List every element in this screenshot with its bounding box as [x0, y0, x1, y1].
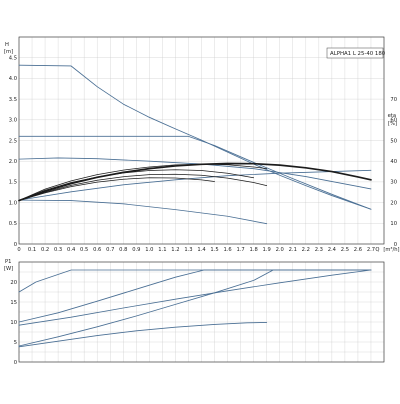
power-curve	[18, 269, 372, 323]
y-tick-label: 0	[14, 242, 17, 248]
y-tick-label: 3.5	[9, 97, 17, 103]
x-tick-label: 2.0	[276, 247, 284, 253]
y-tick-label: 1.0	[9, 200, 17, 206]
x-tick-label: 1.3	[184, 247, 192, 253]
y2-tick-label: 30	[390, 180, 397, 186]
eta-curve	[18, 173, 268, 201]
y2-tick-label: 20	[390, 200, 397, 206]
x-tick-label: 2.4	[328, 247, 337, 253]
x-tick-label: 1.9	[263, 247, 271, 253]
x-tick-label: 1.5	[210, 247, 218, 253]
y2-axis-unit: [%]	[388, 121, 397, 127]
y-tick-label: 3.0	[9, 118, 17, 124]
y-tick-label: 2.0	[9, 159, 17, 165]
y2-tick-label: 60	[390, 118, 397, 124]
power-y-tick-label: 15	[10, 300, 17, 306]
x-tick-label: 2.3	[315, 247, 323, 253]
head-curve	[18, 157, 372, 190]
y2-tick-label: 40	[390, 159, 397, 165]
power-curve	[18, 321, 268, 348]
power-panel: 0 5 10 15 20 P1[W]	[4, 259, 385, 366]
x-tick-label: 0	[17, 247, 20, 253]
x-tick-label: 1.4	[197, 247, 206, 253]
power-curve	[18, 269, 372, 293]
x-tick-label: 2.1	[289, 247, 297, 253]
head-efficiency-panel: 0 0.1 0.2 0.3 0.4 0.5 0.6 0.7 0.8 0.9 1.0 1.1 1.2 1.3…	[4, 36, 400, 253]
x-tick-label: 0.5	[80, 247, 88, 253]
x-tick-label: 2.5	[341, 247, 349, 253]
power-y-tick-label: 0	[14, 360, 17, 366]
x-tick-label: 1.0	[145, 247, 153, 253]
head-curve	[18, 135, 372, 210]
x-tick-label: 0.7	[106, 247, 114, 253]
x-tick-label: 0.3	[54, 247, 62, 253]
x-tick-label: 1.2	[171, 247, 179, 253]
x-tick-label: 1.6	[223, 247, 231, 253]
y-axis-unit: [m]	[4, 49, 13, 55]
x-axis-unit: [m³/h]	[383, 247, 399, 253]
legend-box	[326, 47, 384, 59]
x-tick-label: 1.1	[158, 247, 166, 253]
head-curve	[18, 169, 372, 201]
x-axis-title: Q	[375, 247, 379, 253]
x-tick-label: 1.8	[250, 247, 258, 253]
y-axis-title: H	[5, 42, 9, 48]
power-axis-unit: [W]	[4, 266, 13, 272]
power-y-tick-label: 20	[10, 280, 17, 286]
power-y-tick-label: 10	[10, 320, 17, 326]
power-curve	[18, 269, 372, 347]
y-tick-label: 2.5	[9, 138, 17, 144]
x-tick-label: 0.1	[28, 247, 36, 253]
y2-tick-label: 70	[390, 97, 397, 103]
legend: ALPHA1 L 25-40 180	[326, 47, 386, 59]
power-panel-frame	[18, 261, 385, 363]
eta-curve	[18, 177, 215, 201]
y2-axis-title: eta	[388, 113, 396, 119]
head-panel-frame	[18, 36, 385, 245]
eta-curve	[18, 169, 255, 201]
power-axis-title: P1	[5, 259, 11, 265]
head-curve	[18, 199, 268, 225]
x-tick-label: 0.2	[41, 247, 49, 253]
legend-label: ALPHA1 L 25-40 180	[330, 51, 386, 57]
power-y-tick-label: 5	[14, 340, 17, 346]
y-tick-label: 4.0	[9, 76, 17, 82]
x-tick-label: 2.6	[354, 247, 362, 253]
y-tick-label: 4.5	[9, 56, 17, 62]
power-curve	[18, 269, 372, 326]
y-tick-label: 0.5	[9, 221, 17, 227]
x-tick-label: 0.6	[93, 247, 101, 253]
head-curve	[18, 64, 372, 210]
y2-tick-label: 0	[394, 242, 397, 248]
y2-tick-label: 50	[390, 138, 397, 144]
x-tick-label: 0.8	[119, 247, 127, 253]
x-tick-label: 2.7	[367, 247, 375, 253]
x-tick-label: 1.7	[236, 247, 244, 253]
eta-curve	[18, 163, 268, 201]
y2-tick-label: 10	[390, 221, 397, 227]
x-tick-label: 2.2	[302, 247, 310, 253]
y-tick-label: 1.5	[9, 180, 17, 186]
x-tick-label: 0.9	[132, 247, 140, 253]
x-tick-label: 0.4	[67, 247, 76, 253]
